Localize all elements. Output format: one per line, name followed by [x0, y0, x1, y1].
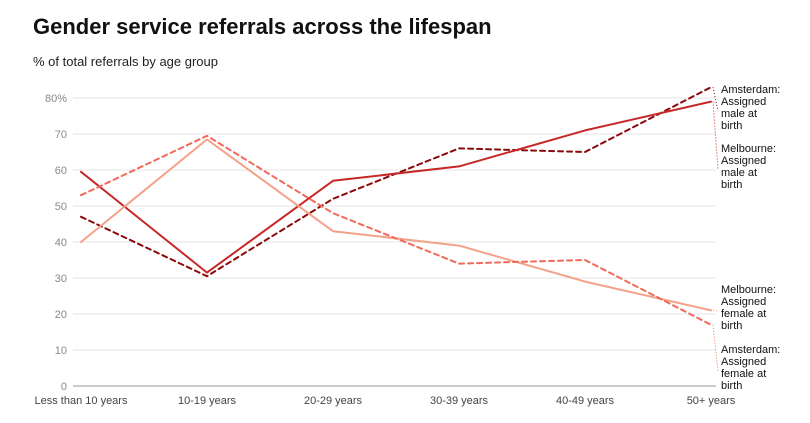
y-tick-label: 30 [55, 273, 67, 285]
x-tick-label: 10-19 years [178, 395, 237, 407]
series-end-label: Assigned [721, 296, 766, 308]
x-tick-label: 50+ years [687, 395, 736, 407]
y-tick-label: 70 [55, 129, 67, 141]
series-end-label: Melbourne: [721, 143, 776, 155]
series-line [80, 100, 712, 274]
y-tick-label: 60 [55, 165, 67, 177]
series-label-leader [712, 324, 719, 372]
y-tick-label: 20 [55, 309, 67, 321]
series-end-label: birth [721, 179, 742, 191]
y-tick-label: 80% [45, 93, 67, 105]
series-end-label: birth [721, 320, 742, 332]
y-tick-label: 10 [55, 345, 67, 357]
series-label-leader [712, 309, 719, 312]
series-line [80, 134, 712, 326]
chart-title: Gender service referrals across the life… [33, 14, 492, 39]
series-end-label: Melbourne: [721, 284, 776, 296]
x-tick-label: 30-39 years [430, 395, 489, 407]
y-tick-label: 0 [61, 381, 67, 393]
y-tick-label: 40 [55, 237, 67, 249]
series-label-leader [712, 101, 719, 171]
series-end-label: birth [721, 120, 742, 132]
x-tick-label: 20-29 years [304, 395, 363, 407]
series-end-label: male at [721, 108, 757, 120]
series-end-label: female at [721, 308, 766, 320]
series-end-label: Amsterdam: [721, 84, 780, 96]
x-tick-label: Less than 10 years [35, 395, 128, 407]
y-tick-label: 50 [55, 201, 67, 213]
series-end-label: Assigned [721, 96, 766, 108]
series-end-label: male at [721, 167, 757, 179]
series-line [80, 138, 712, 312]
series-end-label: Amsterdam: [721, 344, 780, 356]
x-tick-label: 40-49 years [556, 395, 615, 407]
series-end-label: female at [721, 368, 766, 380]
chart-subtitle: % of total referrals by age group [33, 54, 218, 69]
series-end-label: Assigned [721, 155, 766, 167]
series-label-leader [712, 87, 719, 112]
series-end-label: Assigned [721, 356, 766, 368]
series-end-label: birth [721, 380, 742, 392]
